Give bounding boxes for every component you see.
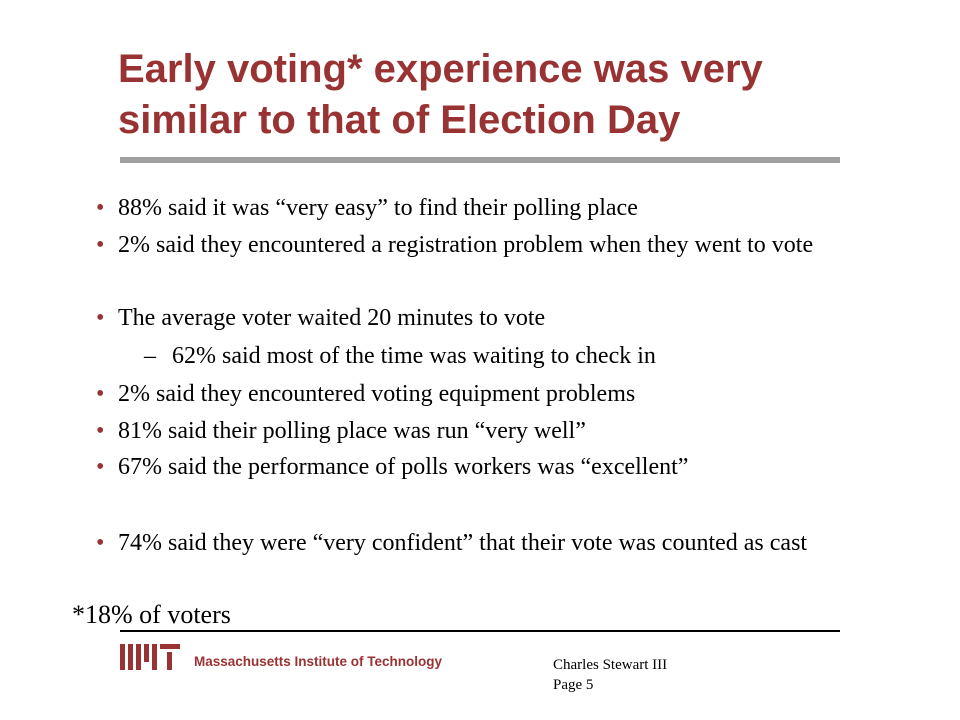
bullet-marker: • (96, 418, 105, 444)
bullet-marker: • (96, 530, 105, 556)
bullet-item: • 67% said the performance of polls work… (96, 450, 818, 484)
bullet-marker: • (96, 232, 105, 258)
bullet-marker: • (96, 381, 105, 407)
bullet-list: • 88% said it was “very easy” to find th… (96, 191, 832, 560)
title-divider (120, 157, 840, 163)
bullet-text: 2% said they encountered a registration … (118, 232, 814, 258)
sub-bullet-text: 62% said most of the time was waiting to… (172, 343, 656, 369)
footer-info: Charles Stewart III Page 5 (553, 655, 667, 695)
page-number: Page 5 (553, 677, 594, 693)
sub-bullet-item: – 62% said most of the time was waiting … (144, 339, 832, 373)
bullet-item: • 2% said they encountered voting equipm… (96, 377, 818, 411)
bullet-item: • 74% said they were “very confident” th… (96, 526, 818, 560)
bullet-item: • 81% said their polling place was run “… (96, 414, 818, 448)
footer-divider (120, 630, 840, 632)
sub-bullet-marker: – (144, 343, 156, 369)
bullet-marker: • (96, 454, 105, 480)
institute-name: Massachusetts Institute of Technology (194, 654, 443, 669)
bullet-marker: • (96, 195, 105, 221)
slide-title: Early voting* experience was very simila… (118, 47, 763, 142)
bullet-text: 81% said their polling place was run “ve… (118, 418, 586, 444)
bullet-item: • The average voter waited 20 minutes to… (96, 301, 818, 335)
bullet-text: 67% said the performance of polls worker… (118, 454, 689, 480)
bullet-text: 74% said they were “very confident” that… (118, 530, 808, 556)
bullet-text: The average voter waited 20 minutes to v… (118, 305, 546, 331)
bullet-item: • 88% said it was “very easy” to find th… (96, 191, 818, 225)
bullet-text: 88% said it was “very easy” to find thei… (118, 195, 638, 221)
mit-logo-icon (120, 644, 180, 670)
author-name: Charles Stewart III (553, 657, 668, 673)
bullet-text: 2% said they encountered voting equipmen… (118, 381, 636, 407)
bullet-marker: • (96, 305, 105, 331)
footnote: *18% of voters (72, 600, 231, 629)
bullet-item: • 2% said they encountered a registratio… (96, 228, 818, 262)
